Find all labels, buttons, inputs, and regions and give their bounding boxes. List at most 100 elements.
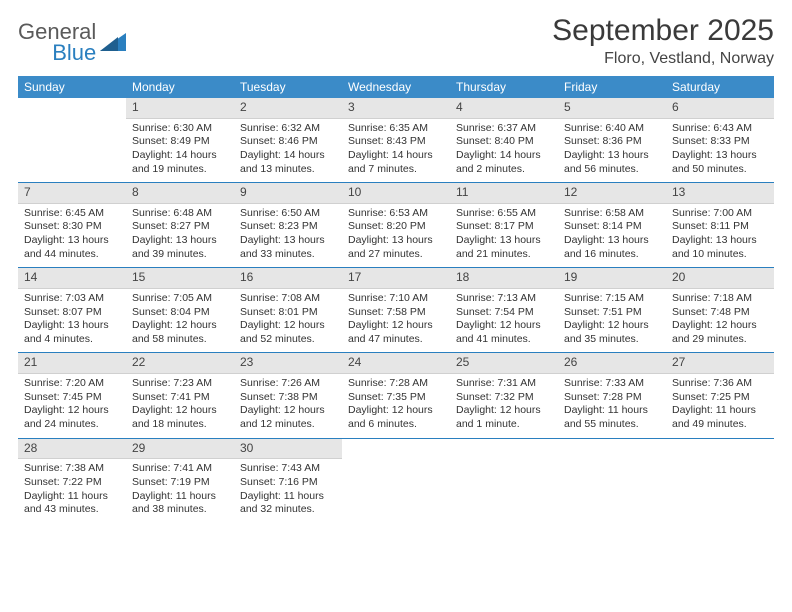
sunrise: Sunrise: 7:05 AM (132, 292, 228, 306)
sunset: Sunset: 7:22 PM (24, 476, 120, 490)
day-detail: Sunrise: 7:10 AMSunset: 7:58 PMDaylight:… (342, 289, 450, 353)
day-detail: Sunrise: 7:18 AMSunset: 7:48 PMDaylight:… (666, 289, 774, 353)
day-number-row: 123456 (18, 98, 774, 119)
daylight: Daylight: 12 hours and 29 minutes. (672, 319, 768, 346)
day-body-cell: Sunrise: 7:03 AMSunset: 8:07 PMDaylight:… (18, 289, 126, 353)
day-body-cell: Sunrise: 7:31 AMSunset: 7:32 PMDaylight:… (450, 374, 558, 438)
daylight: Daylight: 13 hours and 4 minutes. (24, 319, 120, 346)
day-number-cell: 13 (666, 183, 774, 204)
sunrise: Sunrise: 6:45 AM (24, 207, 120, 221)
day-number-cell: 15 (126, 268, 234, 289)
day-detail: Sunrise: 7:20 AMSunset: 7:45 PMDaylight:… (18, 374, 126, 438)
day-body-cell: Sunrise: 7:10 AMSunset: 7:58 PMDaylight:… (342, 289, 450, 353)
sunset: Sunset: 7:16 PM (240, 476, 336, 490)
sunset: Sunset: 8:23 PM (240, 220, 336, 234)
sunrise: Sunrise: 7:10 AM (348, 292, 444, 306)
day-number: 22 (126, 353, 234, 374)
daylight: Daylight: 11 hours and 55 minutes. (564, 404, 660, 431)
day-body-row: Sunrise: 7:03 AMSunset: 8:07 PMDaylight:… (18, 289, 774, 353)
sunset: Sunset: 8:49 PM (132, 135, 228, 149)
weekday-header-row: SundayMondayTuesdayWednesdayThursdayFrid… (18, 76, 774, 98)
day-body-cell: Sunrise: 7:36 AMSunset: 7:25 PMDaylight:… (666, 374, 774, 438)
day-number: 6 (666, 98, 774, 119)
sunset: Sunset: 8:20 PM (348, 220, 444, 234)
day-body-row: Sunrise: 7:38 AMSunset: 7:22 PMDaylight:… (18, 459, 774, 523)
day-detail: Sunrise: 7:33 AMSunset: 7:28 PMDaylight:… (558, 374, 666, 438)
sunrise: Sunrise: 7:00 AM (672, 207, 768, 221)
day-number: 13 (666, 183, 774, 204)
day-number: 16 (234, 268, 342, 289)
day-detail: Sunrise: 7:13 AMSunset: 7:54 PMDaylight:… (450, 289, 558, 353)
day-detail: Sunrise: 6:30 AMSunset: 8:49 PMDaylight:… (126, 119, 234, 183)
day-number-cell: 5 (558, 98, 666, 119)
sunrise: Sunrise: 7:28 AM (348, 377, 444, 391)
sunset: Sunset: 8:14 PM (564, 220, 660, 234)
empty-cell (18, 98, 126, 119)
sunset: Sunset: 8:33 PM (672, 135, 768, 149)
sunset: Sunset: 7:28 PM (564, 391, 660, 405)
day-detail: Sunrise: 7:36 AMSunset: 7:25 PMDaylight:… (666, 374, 774, 438)
day-number-cell: 24 (342, 353, 450, 374)
daylight: Daylight: 12 hours and 24 minutes. (24, 404, 120, 431)
day-number: 8 (126, 183, 234, 204)
daylight: Daylight: 12 hours and 18 minutes. (132, 404, 228, 431)
sunrise: Sunrise: 7:31 AM (456, 377, 552, 391)
empty-cell (342, 459, 450, 523)
day-number-cell: 21 (18, 353, 126, 374)
day-number-row: 21222324252627 (18, 353, 774, 374)
day-detail: Sunrise: 7:03 AMSunset: 8:07 PMDaylight:… (18, 289, 126, 353)
sunset: Sunset: 8:40 PM (456, 135, 552, 149)
empty-cell (450, 459, 558, 523)
day-number-cell: 26 (558, 353, 666, 374)
sunset: Sunset: 7:45 PM (24, 391, 120, 405)
sunrise: Sunrise: 6:55 AM (456, 207, 552, 221)
sunrise: Sunrise: 7:15 AM (564, 292, 660, 306)
daylight: Daylight: 14 hours and 13 minutes. (240, 149, 336, 176)
day-detail: Sunrise: 6:50 AMSunset: 8:23 PMDaylight:… (234, 204, 342, 268)
sunrise: Sunrise: 6:50 AM (240, 207, 336, 221)
sunset: Sunset: 8:17 PM (456, 220, 552, 234)
day-body-cell: Sunrise: 6:55 AMSunset: 8:17 PMDaylight:… (450, 204, 558, 268)
day-number: 4 (450, 98, 558, 119)
calendar-table: SundayMondayTuesdayWednesdayThursdayFrid… (18, 76, 774, 523)
empty-cell (666, 459, 774, 523)
empty-cell (18, 119, 126, 183)
day-detail: Sunrise: 6:53 AMSunset: 8:20 PMDaylight:… (342, 204, 450, 268)
sunrise: Sunrise: 7:20 AM (24, 377, 120, 391)
sunset: Sunset: 8:46 PM (240, 135, 336, 149)
day-body-cell: Sunrise: 7:13 AMSunset: 7:54 PMDaylight:… (450, 289, 558, 353)
day-number-row: 282930 (18, 439, 774, 460)
empty-cell (558, 459, 666, 523)
sunset: Sunset: 7:35 PM (348, 391, 444, 405)
day-number-cell: 2 (234, 98, 342, 119)
sunrise: Sunrise: 7:13 AM (456, 292, 552, 306)
day-body-cell: Sunrise: 7:23 AMSunset: 7:41 PMDaylight:… (126, 374, 234, 438)
day-number-cell: 6 (666, 98, 774, 119)
day-number: 3 (342, 98, 450, 119)
day-body-cell: Sunrise: 6:37 AMSunset: 8:40 PMDaylight:… (450, 119, 558, 183)
empty-cell (450, 439, 558, 460)
day-number: 21 (18, 353, 126, 374)
day-body-row: Sunrise: 7:20 AMSunset: 7:45 PMDaylight:… (18, 374, 774, 438)
day-detail: Sunrise: 7:05 AMSunset: 8:04 PMDaylight:… (126, 289, 234, 353)
day-body-cell: Sunrise: 6:43 AMSunset: 8:33 PMDaylight:… (666, 119, 774, 183)
day-detail: Sunrise: 7:26 AMSunset: 7:38 PMDaylight:… (234, 374, 342, 438)
day-number-cell: 3 (342, 98, 450, 119)
day-body-row: Sunrise: 6:30 AMSunset: 8:49 PMDaylight:… (18, 119, 774, 183)
day-detail: Sunrise: 7:23 AMSunset: 7:41 PMDaylight:… (126, 374, 234, 438)
sunrise: Sunrise: 6:37 AM (456, 122, 552, 136)
day-detail: Sunrise: 7:41 AMSunset: 7:19 PMDaylight:… (126, 459, 234, 523)
title-block: September 2025 Floro, Vestland, Norway (552, 14, 774, 68)
sunset: Sunset: 7:54 PM (456, 306, 552, 320)
day-number-cell: 29 (126, 439, 234, 460)
day-detail: Sunrise: 6:35 AMSunset: 8:43 PMDaylight:… (342, 119, 450, 183)
empty-cell (342, 439, 450, 460)
day-number: 30 (234, 439, 342, 460)
daylight: Daylight: 13 hours and 10 minutes. (672, 234, 768, 261)
weekday-header: Monday (126, 76, 234, 98)
day-number: 7 (18, 183, 126, 204)
day-body-cell: Sunrise: 6:53 AMSunset: 8:20 PMDaylight:… (342, 204, 450, 268)
day-body-cell: Sunrise: 6:32 AMSunset: 8:46 PMDaylight:… (234, 119, 342, 183)
day-number-row: 14151617181920 (18, 268, 774, 289)
day-number: 9 (234, 183, 342, 204)
